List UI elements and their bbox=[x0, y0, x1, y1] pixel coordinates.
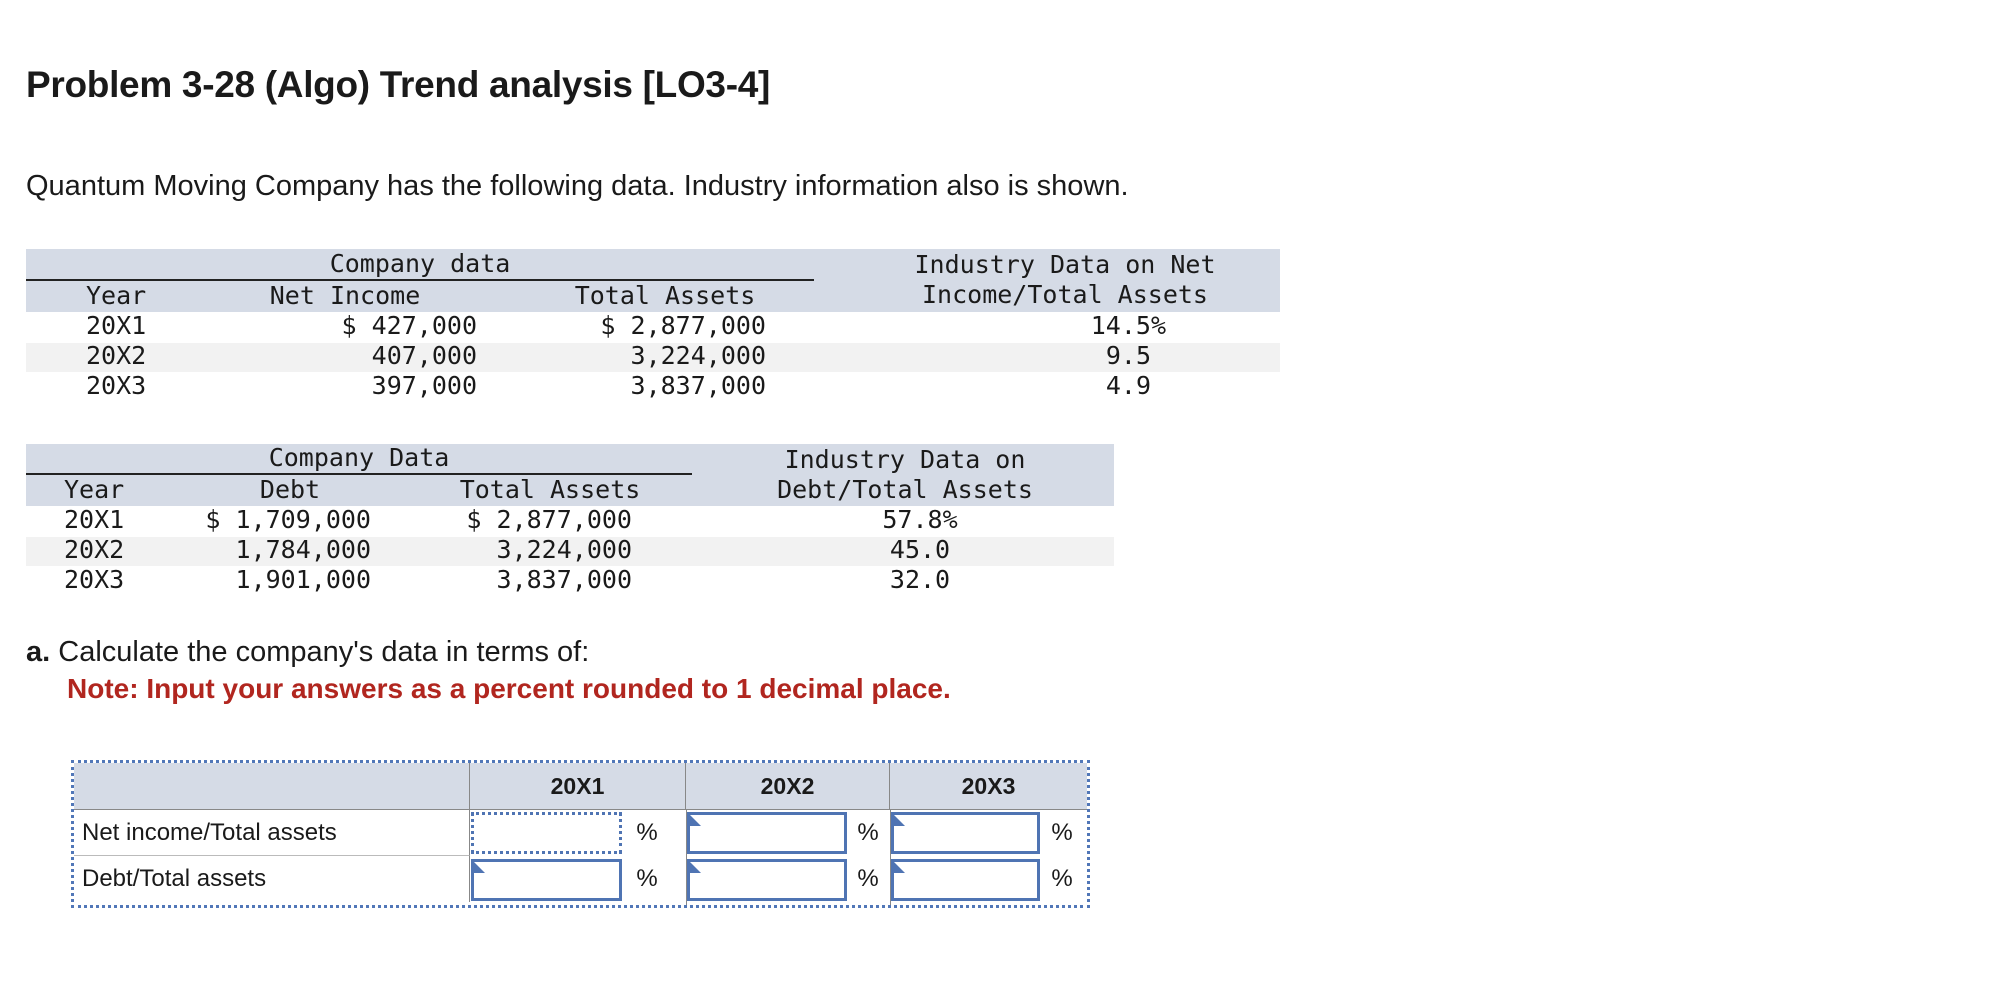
percent-sign: % bbox=[636, 819, 658, 846]
input-net-income-20x2[interactable] bbox=[687, 812, 847, 854]
problem-intro: Quantum Moving Company has the following… bbox=[26, 170, 1129, 202]
header-20x3: 20X3 bbox=[890, 763, 1087, 810]
percent-sign: % bbox=[857, 865, 879, 892]
industry-header-line2: Income/Total Assets bbox=[922, 280, 1208, 309]
header-band bbox=[26, 444, 1114, 506]
table-row-year: 20X2 bbox=[64, 535, 125, 564]
input-marker-icon bbox=[891, 859, 905, 873]
table-row-total-assets: 3,224,000 bbox=[630, 341, 766, 370]
table-row-debt: $ 1,709,000 bbox=[205, 505, 371, 534]
header-rule bbox=[26, 473, 692, 475]
table-row-debt: 1,784,000 bbox=[235, 535, 371, 564]
col-total-assets-header: Total Assets bbox=[574, 281, 756, 310]
header-20x2: 20X2 bbox=[686, 763, 890, 810]
table-row-net-income: $ 427,000 bbox=[341, 311, 477, 340]
input-marker-icon bbox=[687, 812, 701, 826]
input-debt-20x1[interactable] bbox=[471, 859, 622, 901]
input-marker-icon bbox=[891, 812, 905, 826]
header-20x1: 20X1 bbox=[470, 763, 686, 810]
part-a-instruction: a. Calculate the company's data in terms… bbox=[26, 636, 589, 669]
table-row-year: 20X2 bbox=[86, 341, 147, 370]
industry-header-line1: Industry Data on Net bbox=[914, 250, 1216, 279]
table-row-industry: 14.5% bbox=[1090, 311, 1166, 340]
table-row-year: 20X1 bbox=[64, 505, 125, 534]
answer-table: 20X1 20X2 20X3 Net income/Total assets %… bbox=[71, 760, 1090, 908]
table-row-total-assets: $ 2,877,000 bbox=[466, 505, 632, 534]
input-debt-20x2[interactable] bbox=[687, 859, 847, 901]
table-row-total-assets: 3,224,000 bbox=[496, 535, 632, 564]
answer-header-blank bbox=[74, 763, 470, 810]
input-net-income-20x1[interactable] bbox=[471, 812, 622, 854]
table-row-total-assets: 3,837,000 bbox=[496, 565, 632, 594]
table-row-industry: 57.8% bbox=[882, 505, 958, 534]
table-row-net-income: 397,000 bbox=[371, 371, 477, 400]
table-row-industry: 9.5 bbox=[1105, 341, 1151, 370]
percent-sign: % bbox=[857, 819, 879, 846]
table-row-total-assets: $ 2,877,000 bbox=[600, 311, 766, 340]
industry-header-line1: Industry Data on bbox=[784, 445, 1026, 474]
table-row-industry: 32.0 bbox=[889, 565, 951, 594]
problem-title: Problem 3-28 (Algo) Trend analysis [LO3-… bbox=[26, 64, 771, 105]
input-marker-icon bbox=[687, 859, 701, 873]
industry-header-line2: Debt/Total Assets bbox=[777, 475, 1033, 504]
row-label-debt-total-assets: Debt/Total assets bbox=[74, 856, 470, 902]
column-divider bbox=[890, 810, 891, 905]
row-stripe bbox=[26, 537, 1114, 566]
row-label-net-income-total-assets: Net income/Total assets bbox=[74, 810, 470, 856]
table-row-industry: 4.9 bbox=[1105, 371, 1151, 400]
column-divider bbox=[686, 810, 687, 905]
col-net-income-header: Net Income bbox=[269, 281, 421, 310]
company-data-header: Company data bbox=[329, 249, 511, 278]
percent-sign: % bbox=[636, 865, 658, 892]
input-net-income-20x3[interactable] bbox=[891, 812, 1040, 854]
percent-sign: % bbox=[1051, 865, 1073, 892]
rounding-note: Note: Input your answers as a percent ro… bbox=[67, 673, 951, 704]
table-row-year: 20X1 bbox=[86, 311, 147, 340]
percent-sign: % bbox=[1051, 819, 1073, 846]
table-row-debt: 1,901,000 bbox=[235, 565, 371, 594]
col-debt-header: Debt bbox=[259, 475, 321, 504]
table-row-total-assets: 3,837,000 bbox=[630, 371, 766, 400]
table-row-net-income: 407,000 bbox=[371, 341, 477, 370]
part-a-letter: a. bbox=[26, 636, 51, 668]
header-rule bbox=[26, 279, 814, 281]
table-row-year: 20X3 bbox=[64, 565, 125, 594]
table-row-year: 20X3 bbox=[86, 371, 147, 400]
row-stripe bbox=[26, 343, 1280, 372]
col-total-assets-header: Total Assets bbox=[459, 475, 641, 504]
col-year-header: Year bbox=[64, 475, 125, 504]
input-debt-20x3[interactable] bbox=[891, 859, 1040, 901]
col-year-header: Year bbox=[86, 281, 147, 310]
part-a-text: Calculate the company's data in terms of… bbox=[58, 636, 590, 668]
table-row-industry: 45.0 bbox=[889, 535, 951, 564]
company-data-header: Company Data bbox=[268, 443, 450, 472]
input-marker-icon bbox=[471, 859, 485, 873]
